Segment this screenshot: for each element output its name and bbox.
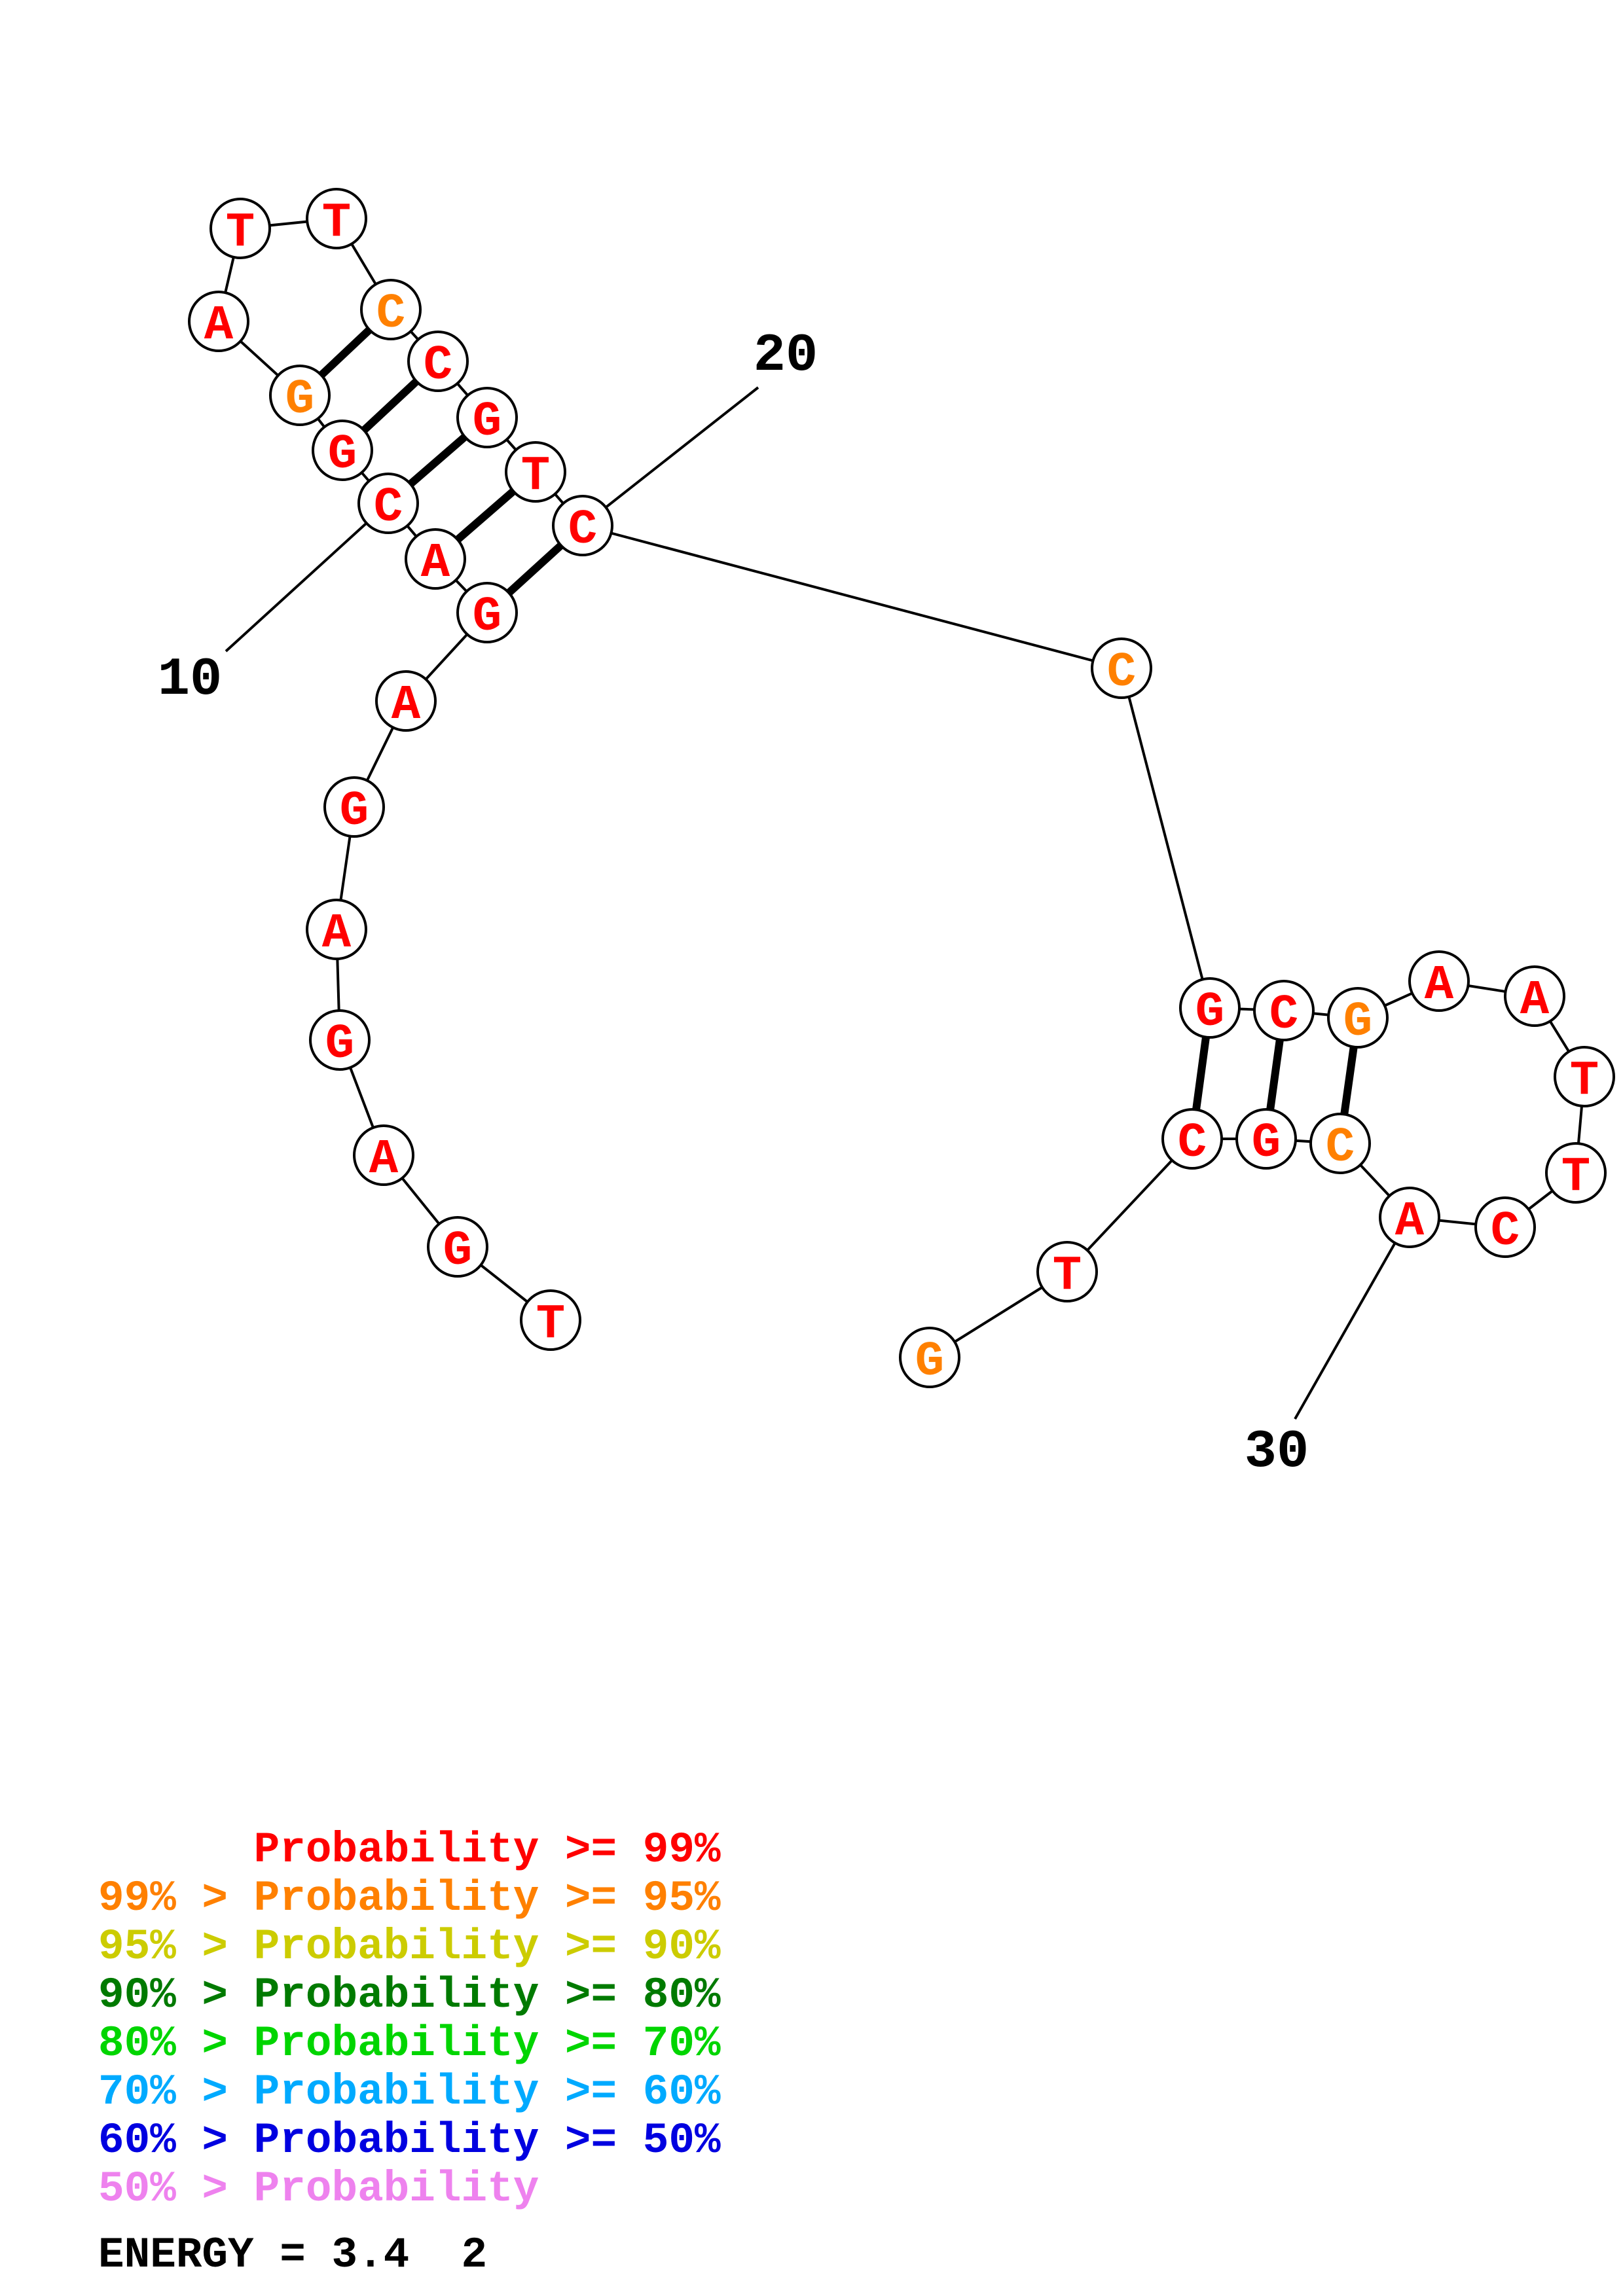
nucleotide-base: A [204, 298, 234, 353]
nucleotide-base: T [226, 206, 255, 260]
label-pointer-line [581, 386, 759, 527]
sequence-number-label: 10 [158, 649, 222, 710]
nucleotide-circle [323, 776, 385, 838]
nucleotide-base: C [1269, 988, 1298, 1043]
nucleotide-base: G [285, 372, 314, 427]
nucleotide-circle [456, 387, 518, 448]
nucleotide-base: G [325, 1017, 354, 1072]
nucleotide-base: A [1425, 958, 1454, 1013]
nucleotide-base: C [374, 480, 403, 535]
nucleotide-base: C [1326, 1121, 1355, 1175]
nucleotide-base: G [1252, 1116, 1281, 1171]
nucleotide-base: A [392, 678, 421, 733]
nucleotide-base: T [521, 449, 550, 504]
legend-item: 90% > Probability >= 80% [98, 1971, 721, 2020]
nucleotide-circle [1327, 987, 1389, 1049]
nucleotide-base: G [340, 784, 369, 839]
nucleotide-circle [360, 279, 422, 340]
nucleotide-base: G [473, 395, 501, 450]
nucleotide-circle [357, 473, 419, 534]
nucleotide-base: T [1561, 1150, 1590, 1205]
nucleotide-base: G [915, 1335, 944, 1390]
nucleotide-circle [1091, 637, 1152, 699]
nucleotide-circle [899, 1327, 960, 1388]
legend-item: 50% > Probability [98, 2164, 539, 2214]
nucleotide-base: T [1570, 1054, 1599, 1109]
sequence-number-label: 20 [754, 325, 818, 386]
legend-item: 80% > Probability >= 70% [98, 2019, 721, 2068]
nucleotide-base: C [376, 287, 405, 342]
backbone-line [582, 524, 1122, 670]
nucleotide-circle [353, 1124, 414, 1186]
nucleotide-base: A [322, 906, 352, 961]
nucleotide-base: C [1107, 645, 1136, 700]
legend-item: Probability >= 99% [98, 1825, 721, 1874]
nucleotide-base: A [369, 1132, 399, 1187]
nucleotide-circle [306, 188, 367, 249]
label-pointer-line [1294, 1217, 1411, 1420]
nucleotide-base: A [1520, 973, 1550, 1028]
nucleotide-circle [427, 1216, 488, 1278]
legend-item: 95% > Probability >= 90% [98, 1922, 721, 1971]
nucleotide-base: G [1343, 995, 1372, 1050]
nucleotide-circle [456, 582, 518, 643]
nucleotide-circle [1474, 1196, 1536, 1258]
nucleotide-circle [552, 495, 613, 556]
nucleotide-circle [1036, 1241, 1098, 1302]
nucleotide-circle [309, 1009, 371, 1071]
nucleotide-circle [520, 1289, 581, 1351]
nucleotide-circle [306, 899, 367, 960]
backbone-line [1120, 668, 1211, 1009]
nucleotide-circle [1379, 1187, 1440, 1248]
nucleotide-base: G [443, 1224, 472, 1279]
legend-item: 60% > Probability >= 50% [98, 2116, 721, 2165]
nucleotide-base: C [1491, 1204, 1520, 1259]
nucleotide-base: C [568, 503, 597, 558]
legend-item: 99% > Probability >= 95% [98, 1874, 721, 1923]
nucleotide-base: A [421, 536, 450, 591]
legend-item: 70% > Probability >= 60% [98, 2068, 721, 2117]
nucleotide-base: G [1195, 985, 1224, 1040]
nucleotide-base: T [322, 196, 351, 251]
nucleotide-circle [1545, 1142, 1607, 1204]
nucleotide-base: A [1395, 1194, 1425, 1249]
nucleotide-circle [188, 291, 249, 352]
probability-legend: Probability >= 99% 99% > Probability >= 9… [98, 1826, 721, 2214]
nucleotide-circle [375, 670, 437, 732]
nucleotide-circle [407, 331, 469, 392]
nucleotide-base: T [536, 1297, 565, 1352]
label-pointer-line [225, 502, 390, 653]
nucleotide-circle [1554, 1046, 1615, 1107]
nucleotide-circle [312, 420, 373, 481]
nucleotide-base: G [328, 427, 357, 482]
nucleotide-circle [1504, 965, 1565, 1027]
nucleotide-circle [505, 441, 566, 503]
sequence-number-label: 30 [1245, 1422, 1309, 1482]
nucleotide-base: G [473, 590, 501, 645]
nucleotide-circle [1161, 1108, 1223, 1170]
nucleotide-circle [405, 528, 466, 590]
nucleotide-circle [1179, 977, 1241, 1039]
nucleotide-base: T [1053, 1249, 1082, 1304]
nucleotide-base: C [1178, 1116, 1207, 1171]
nucleotide-circle [269, 365, 331, 426]
nucleotide-circle [1235, 1108, 1297, 1170]
nucleotide-circle [210, 198, 271, 259]
nucleotide-circle [1253, 980, 1315, 1041]
energy-label: ENERGY = 3.4 2 [98, 2231, 488, 2280]
nucleotide-circle [1309, 1113, 1371, 1174]
nucleotide-circle [1408, 950, 1470, 1012]
nucleotide-base: C [424, 338, 452, 393]
